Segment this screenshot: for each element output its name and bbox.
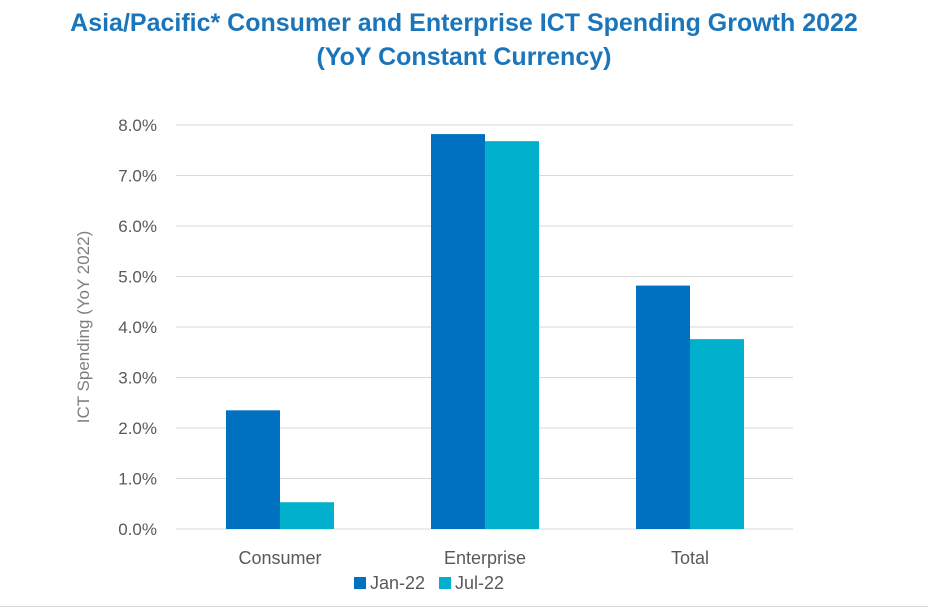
legend-label-jul-22[interactable]: Jul-22 — [455, 573, 504, 593]
legend-swatch-jan-22 — [354, 577, 366, 589]
bar-enterprise-jul-22[interactable] — [485, 141, 539, 529]
y-tick-label: 4.0% — [118, 318, 157, 337]
divider — [0, 606, 928, 607]
y-tick-label: 0.0% — [118, 520, 157, 539]
y-axis-ticks: 0.0% 1.0% 2.0% 3.0% 4.0% 5.0% 6.0% 7.0% 8.0% — [118, 116, 157, 539]
x-category-label: Total — [671, 548, 709, 568]
x-category-label: Consumer — [238, 548, 321, 568]
bar-consumer-jul-22[interactable] — [280, 502, 334, 529]
x-axis-categories: Consumer Enterprise Total — [238, 548, 709, 568]
bar-consumer-jan-22[interactable] — [226, 410, 280, 529]
bar-total-jul-22[interactable] — [690, 339, 744, 529]
y-tick-label: 5.0% — [118, 268, 157, 287]
y-tick-label: 7.0% — [118, 167, 157, 186]
y-tick-label: 8.0% — [118, 116, 157, 135]
bar-enterprise-jan-22[interactable] — [431, 134, 485, 529]
legend-swatch-jul-22 — [439, 577, 451, 589]
legend-label-jan-22[interactable]: Jan-22 — [370, 573, 425, 593]
bars — [226, 134, 744, 529]
x-category-label: Enterprise — [444, 548, 526, 568]
bar-total-jan-22[interactable] — [636, 285, 690, 529]
y-tick-label: 2.0% — [118, 419, 157, 438]
legend[interactable]: Jan-22 Jul-22 — [354, 573, 504, 593]
y-tick-label: 3.0% — [118, 369, 157, 388]
y-axis-label: ICT Spending (YoY 2022) — [74, 231, 93, 424]
chart-title: Asia/Pacific* Consumer and Enterprise IC… — [70, 9, 858, 37]
y-tick-label: 6.0% — [118, 217, 157, 236]
chart-title-block: Asia/Pacific* Consumer and Enterprise IC… — [0, 6, 928, 74]
chart-subtitle: (YoY Constant Currency) — [316, 43, 612, 71]
y-tick-label: 1.0% — [118, 470, 157, 489]
